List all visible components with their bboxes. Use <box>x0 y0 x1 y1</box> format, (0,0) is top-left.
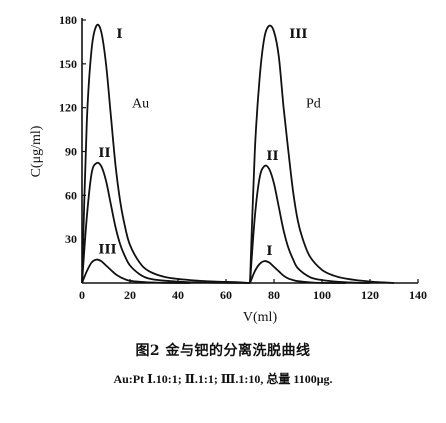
y-tick-label: 90 <box>65 145 77 159</box>
curve-pd-iii <box>249 24 395 284</box>
peak-label-au-iii: III <box>98 243 116 258</box>
peak-label-au-ii: II <box>98 146 110 161</box>
peak-label-au-i: I <box>116 27 122 42</box>
curve-pd-i <box>249 260 347 284</box>
elution-curve-chart: 0 20 40 60 80 100 120 140 30 60 90 120 150 180 V(ml) C… <box>29 13 427 325</box>
x-tick-label: 80 <box>268 288 280 302</box>
x-tick-label: 100 <box>313 288 331 302</box>
chart-curves <box>81 23 395 284</box>
y-tick-label: 180 <box>59 13 77 27</box>
x-axis-title: V(ml) <box>243 310 278 325</box>
x-tick-label: 120 <box>361 288 379 302</box>
peak-label-pd-ii: II <box>266 149 278 164</box>
curve-pd-ii <box>249 164 371 284</box>
y-tick-label: 30 <box>65 232 77 246</box>
y-tick-label: 120 <box>59 101 77 115</box>
y-tick-label: 60 <box>65 188 77 202</box>
curve-au-i <box>81 23 251 284</box>
figure-caption-title: 图2 金与钯的分离洗脱曲线 <box>135 343 311 359</box>
panel-label-au: Au <box>132 97 149 112</box>
panel-label-pd: Pd <box>306 97 321 112</box>
y-axis-title: C(μg/ml) <box>29 125 44 177</box>
x-tick-label: 40 <box>172 288 184 302</box>
curve-au-iii <box>81 258 191 284</box>
x-tick-label: 0 <box>79 288 85 302</box>
figure-caption-note: Au:Pt Ⅰ.10:1; Ⅱ.1:1; Ⅲ.1:10, 总量 1100μg. <box>113 372 333 386</box>
peak-label-pd-i: I <box>266 244 272 259</box>
peak-label-pd-iii: III <box>289 27 307 42</box>
x-tick-label: 140 <box>409 288 427 302</box>
x-tick-label: 20 <box>124 288 136 302</box>
curve-au-ii <box>81 161 251 284</box>
x-tick-label: 60 <box>220 288 232 302</box>
y-tick-label: 150 <box>59 57 77 71</box>
